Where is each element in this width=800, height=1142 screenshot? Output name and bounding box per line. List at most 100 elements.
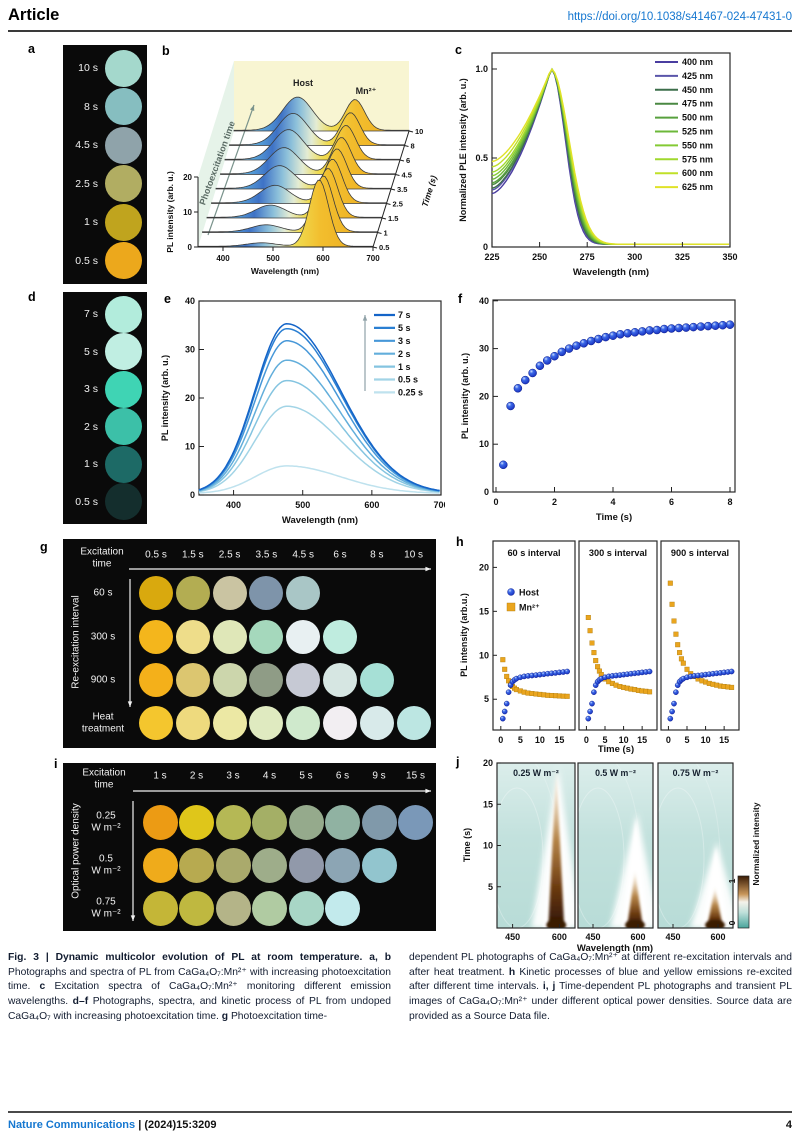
svg-text:625 nm: 625 nm [682,182,713,192]
svg-text:225: 225 [484,252,499,262]
phosphor-disc [105,126,142,164]
footer-citation: Nature Communications | (2024)15:3209 [8,1119,217,1131]
svg-text:1.0: 1.0 [475,64,488,74]
svg-text:250: 250 [532,252,547,262]
phosphor-disc [105,295,142,333]
column-time-label: 2 s [189,770,204,782]
svg-text:4: 4 [610,497,615,507]
part-label-f: f [458,292,463,306]
svg-text:0: 0 [666,735,671,745]
svg-text:0.25 W m⁻²: 0.25 W m⁻² [513,768,559,778]
svg-text:450: 450 [665,932,680,942]
photo-row: 1 s [66,445,142,483]
svg-text:5: 5 [484,694,489,704]
part-label-e: e [164,292,171,306]
svg-text:Host: Host [519,588,539,598]
svg-text:2.5: 2.5 [393,200,403,209]
grid-arrows [130,788,431,921]
phosphor-disc [212,576,247,610]
svg-text:600: 600 [630,932,645,942]
photo-time-label: 7 s [83,308,98,321]
phosphor-disc [359,663,394,697]
svg-text:5 s: 5 s [398,323,411,333]
phosphor-disc [249,620,284,654]
caption-segment: Fig. 3 | Dynamic multicolor evolution of… [8,952,370,963]
phosphor-disc [249,706,284,740]
svg-text:15: 15 [637,735,647,745]
photo-time-label: 1 s [83,216,98,229]
svg-text:Wavelength (nm): Wavelength (nm) [573,267,649,278]
column-time-label: 6 s [333,549,347,561]
phosphor-disc [179,847,214,883]
column-time-label: 9 s [372,770,386,782]
phosphor-disc [105,483,142,521]
svg-text:0: 0 [188,243,193,252]
phosphor-disc [249,663,284,697]
phosphor-disc [175,706,210,740]
svg-text:20: 20 [183,173,192,182]
svg-text:400: 400 [216,254,230,263]
svg-text:0: 0 [584,735,589,745]
svg-text:1: 1 [384,229,388,238]
panel-f-kinetics-chart: 0 2 4 6 8 0 10 20 30 40 Time (s) PL intensity (arb.… [450,285,800,540]
phosphor-disc [252,890,287,926]
column-time-label: 3.5 s [255,549,278,561]
svg-text:0: 0 [483,242,488,252]
phosphor-disc [139,663,173,697]
photo-row: 0.5 s [66,483,142,521]
column-time-label: 8 s [370,549,384,561]
svg-text:0.5: 0.5 [379,243,389,252]
phosphor-disc [288,890,324,926]
svg-text:2 s: 2 s [398,349,411,359]
phosphor-disc [323,706,357,740]
phosphor-disc [212,706,247,740]
phosphor-disc [175,576,210,610]
svg-text:700: 700 [366,254,380,263]
phosphor-disc [139,576,173,610]
caption-left-column: Fig. 3 | Dynamic multicolor evolution of… [8,951,391,1025]
photo-row: 3 s [66,370,142,408]
svg-text:0.5: 0.5 [475,153,488,163]
row-label: 900 s [90,674,116,686]
phosphor-disc [142,847,178,883]
footer-separator: | [135,1119,145,1131]
row-label: Heat treatment [81,711,125,735]
svg-text:600: 600 [316,254,330,263]
svg-text:2: 2 [552,497,557,507]
phosphor-disc [139,620,173,654]
photo-time-label: 10 s [78,62,98,75]
doi-link[interactable]: https://doi.org/10.1038/s41467-024-47431… [567,11,792,23]
phosphor-disc [396,706,431,740]
svg-text:8: 8 [411,142,415,151]
svg-text:Mn²⁺: Mn²⁺ [519,603,540,613]
svg-text:700: 700 [433,500,445,510]
caption-segment: Photographs, spectra, and kinetic proces… [8,996,391,1022]
svg-text:300 s interval: 300 s interval [589,548,647,558]
svg-text:PL intensity (arb. u.): PL intensity (arb. u.) [460,353,470,439]
svg-text:Time (s): Time (s) [596,512,632,523]
phosphor-disc [212,663,247,697]
svg-text:5: 5 [684,735,689,745]
phosphor-disc [105,445,142,483]
column-time-label: 4.5 s [292,549,315,561]
svg-text:10: 10 [483,841,493,851]
phosphor-disc [179,804,214,840]
svg-text:30: 30 [479,344,489,354]
row-label: 60 s [93,587,113,599]
phosphor-disc [288,847,324,883]
phosphor-disc [142,804,178,840]
svg-text:Host: Host [293,78,313,88]
svg-text:400: 400 [226,500,241,510]
panel-j-heatmap-chart: 0.25 W m⁻² 450 600 0.5 W m⁻² 450 600 0.75 W m⁻… [450,748,800,959]
panel-i-photo-grid: Excitation time 1 s 2 s 3 s 4 s 5 s 6 s 9 s 15 s… [63,763,436,931]
svg-text:5: 5 [488,882,493,892]
phosphor-disc [286,706,321,740]
phosphor-disc [286,576,321,610]
caption-segment: Excitation spectra of CaGa₄O₇:Mn²⁺ monit… [8,981,391,1008]
photo-row: 0.5 s [66,242,142,280]
phosphor-disc [105,242,142,280]
part-label-a: a [28,42,35,56]
caption-segment: i, j [542,981,556,993]
svg-text:20: 20 [483,758,493,768]
